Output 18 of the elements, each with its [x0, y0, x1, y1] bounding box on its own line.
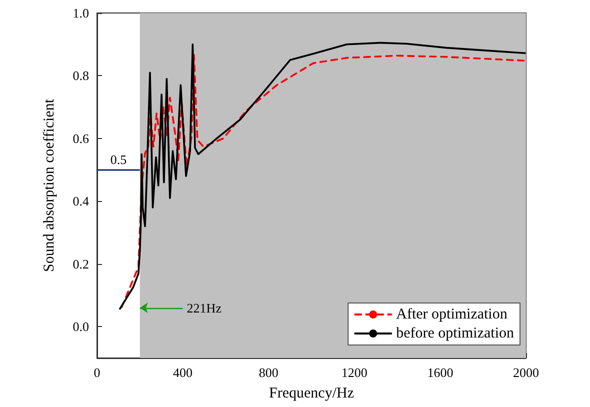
legend-label: before optimization [396, 326, 514, 342]
y-tick-label: 1.0 [72, 6, 89, 20]
ref-line-label: 0.5 [110, 152, 127, 167]
legend-label: After optimization [396, 306, 508, 322]
x-tick-label: 800 [258, 365, 278, 380]
y-tick-label: 0.0 [72, 319, 89, 334]
annotation: 221Hz [186, 300, 222, 316]
y-tick-label: 0.6 [72, 130, 90, 146]
x-tick-label: 1600 [427, 365, 454, 380]
x-tick-label: 0 [94, 365, 100, 380]
x-tick-label: 400 [173, 365, 193, 380]
x-axis-title: Frequency/Hz [269, 386, 354, 402]
x-tick-label: 1200 [341, 365, 368, 380]
x-tick-label: 2000 [513, 365, 539, 380]
y-tick-label: 0.2 [72, 256, 89, 272]
y-tick-label: 0.8 [72, 68, 89, 84]
y-tick-label: 0.4 [72, 194, 90, 209]
y-axis-title: Sound absorption coefficient [42, 98, 58, 272]
